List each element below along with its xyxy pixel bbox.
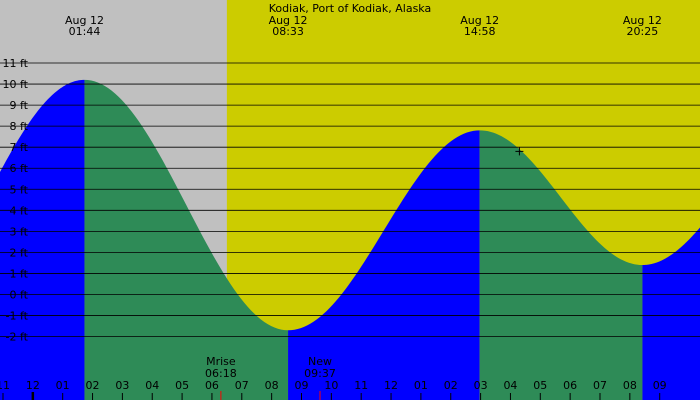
- x-tick-label: 10: [324, 379, 338, 392]
- y-tick-label: 1 ft: [10, 267, 29, 280]
- y-tick-label: 0 ft: [10, 289, 29, 302]
- y-tick-label: 4 ft: [10, 204, 29, 217]
- x-tick-label: 05: [175, 379, 189, 392]
- extreme-time-label: 20:25: [627, 25, 659, 38]
- x-tick-label: 01: [56, 379, 70, 392]
- y-tick-label: 3 ft: [10, 225, 29, 238]
- x-tick-label: 02: [444, 379, 458, 392]
- x-tick-label: 11: [354, 379, 368, 392]
- x-tick-label: 12: [384, 379, 398, 392]
- chart-title: Kodiak, Port of Kodiak, Alaska: [269, 2, 431, 15]
- y-tick-label: 6 ft: [10, 162, 29, 175]
- y-tick-label: 2 ft: [10, 246, 29, 259]
- y-tick-label: 5 ft: [10, 183, 29, 196]
- x-tick-label: 06: [563, 379, 577, 392]
- x-tick-label: 07: [235, 379, 249, 392]
- x-tick-label: 02: [86, 379, 100, 392]
- y-tick-label: 11 ft: [3, 57, 29, 70]
- y-tick-label: 7 ft: [10, 141, 29, 154]
- x-tick-label: 03: [115, 379, 129, 392]
- x-tick-label: 11: [0, 379, 10, 392]
- x-tick-label: 12: [26, 379, 40, 392]
- extreme-time-label: 14:58: [464, 25, 496, 38]
- y-tick-label: 9 ft: [10, 99, 29, 112]
- x-tick-label: 07: [593, 379, 607, 392]
- x-tick-label: 09: [294, 379, 308, 392]
- x-tick-label: 04: [145, 379, 159, 392]
- y-tick-label: 8 ft: [10, 120, 29, 133]
- extreme-time-label: 01:44: [69, 25, 101, 38]
- x-tick-label: 08: [265, 379, 279, 392]
- x-tick-label: 09: [653, 379, 667, 392]
- extreme-time-label: 08:33: [272, 25, 304, 38]
- x-tick-label: 04: [503, 379, 517, 392]
- x-tick-label: 03: [474, 379, 488, 392]
- x-tick-label: 01: [414, 379, 428, 392]
- y-tick-label: -1 ft: [6, 310, 29, 323]
- x-tick-label: 05: [533, 379, 547, 392]
- x-tick-label: 06: [205, 379, 219, 392]
- x-tick-label: 08: [623, 379, 637, 392]
- y-tick-label: -2 ft: [6, 331, 29, 344]
- y-tick-label: 10 ft: [3, 78, 29, 91]
